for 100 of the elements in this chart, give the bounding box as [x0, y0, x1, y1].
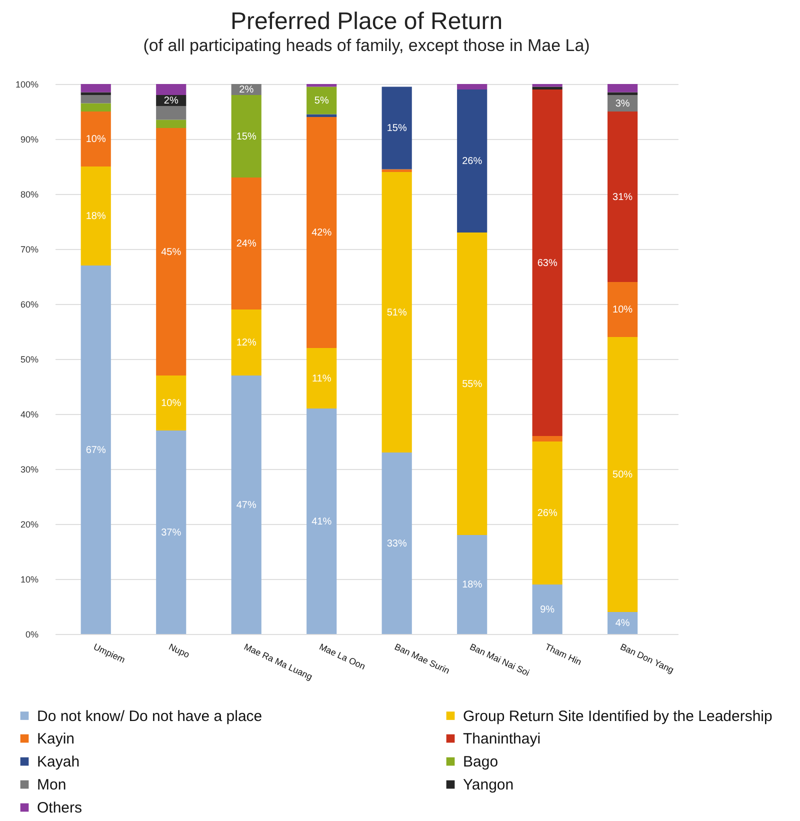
- y-tick-label: 40%: [20, 410, 38, 420]
- bar: [532, 442, 562, 584]
- bar: [608, 337, 638, 612]
- bar: [306, 117, 337, 348]
- data-label: 37%: [161, 527, 182, 538]
- y-tick-label: 60%: [20, 300, 38, 310]
- data-label: 15%: [386, 123, 407, 134]
- data-label: 3%: [615, 98, 630, 110]
- bar: [608, 84, 638, 92]
- y-tick-label: 100%: [15, 80, 38, 90]
- data-label: 18%: [86, 211, 106, 222]
- data-label: 42%: [312, 228, 332, 238]
- y-tick-label: 20%: [20, 520, 38, 530]
- bar: [156, 106, 186, 120]
- data-label: 67%: [86, 444, 106, 456]
- x-tick-label: Tham Hin: [544, 642, 584, 668]
- data-label: 4%: [615, 618, 630, 629]
- data-label: 2%: [239, 84, 254, 96]
- y-tick-label: 90%: [20, 134, 38, 144]
- y-tick-label: 10%: [20, 574, 38, 584]
- data-label: 5%: [314, 96, 329, 106]
- data-label: 55%: [462, 378, 482, 390]
- y-tick-label: 70%: [20, 244, 38, 254]
- bar: [231, 376, 262, 634]
- data-label: 31%: [612, 192, 633, 203]
- data-label: 26%: [462, 156, 482, 167]
- bar: [231, 310, 262, 376]
- x-tick-label: Ban Mai Nai Soi: [468, 642, 531, 678]
- data-label: 26%: [537, 508, 558, 519]
- data-label: 9%: [540, 604, 555, 616]
- x-tick-label: Mae La Oon: [318, 642, 367, 672]
- data-label: 33%: [386, 538, 407, 550]
- bar: [306, 408, 337, 634]
- legend-label: Kayin: [37, 730, 75, 748]
- data-label: 45%: [161, 246, 182, 258]
- bar: [80, 166, 111, 266]
- bar: [306, 84, 337, 87]
- bar: [608, 612, 638, 634]
- bar: [532, 584, 562, 634]
- bar: [156, 430, 186, 634]
- bar: [306, 86, 337, 114]
- bar: [382, 169, 412, 172]
- bar: [382, 86, 412, 170]
- bar: [231, 178, 262, 310]
- data-label: 10%: [86, 134, 106, 145]
- bar: [608, 92, 638, 95]
- bar: [80, 92, 111, 95]
- data-label: 15%: [236, 131, 256, 142]
- bar: [532, 90, 562, 436]
- bar: [382, 452, 412, 634]
- legend-label: Others: [37, 800, 82, 816]
- bar: [80, 84, 111, 92]
- legend-label: Kayah: [37, 754, 80, 770]
- bar: [80, 95, 111, 104]
- data-label: 41%: [312, 516, 332, 528]
- chart-subtitle: (of all participating heads of family, except those in Mae La): [143, 36, 590, 55]
- legend-label: Bago: [463, 754, 498, 770]
- legend-label: Mon: [37, 776, 66, 794]
- chart-title: Preferred Place of Return: [230, 8, 503, 35]
- data-label: 12%: [236, 338, 256, 348]
- bar: [80, 103, 111, 112]
- data-label: 47%: [236, 500, 256, 511]
- data-label: 50%: [612, 470, 633, 480]
- y-tick-label: 30%: [20, 464, 38, 474]
- bar: [608, 282, 638, 337]
- bar: [156, 128, 186, 376]
- bar: [156, 84, 186, 95]
- legend-label: Do not know/ Do not have a place: [37, 708, 262, 725]
- x-tick-label: Ban Mae Surin: [393, 642, 452, 676]
- legend-label: Group Return Site Identified by the Leadership: [463, 708, 772, 725]
- data-label: 2%: [164, 96, 178, 106]
- bar: [382, 172, 412, 452]
- bar: [231, 95, 262, 178]
- legend-label: Thaninthayi: [463, 730, 541, 748]
- bar: [457, 535, 488, 634]
- bar: [156, 376, 186, 430]
- bar: [457, 232, 488, 535]
- y-tick-label: 0%: [25, 630, 38, 640]
- bar: [532, 86, 562, 90]
- data-label: 24%: [236, 238, 256, 250]
- bar: [80, 266, 111, 634]
- bar: [532, 84, 562, 87]
- legend-label: Yangon: [463, 776, 514, 794]
- x-tick-label: Nupo: [167, 642, 192, 660]
- bar: [80, 112, 111, 166]
- bar: [156, 120, 186, 128]
- bar: [306, 348, 337, 408]
- bar: [457, 90, 488, 232]
- y-tick-label: 50%: [20, 354, 38, 364]
- data-label: 18%: [462, 580, 482, 590]
- bar: [532, 436, 562, 442]
- data-label: 10%: [612, 304, 633, 316]
- data-label: 11%: [312, 373, 332, 384]
- bar: [457, 84, 488, 90]
- y-tick-label: 80%: [20, 190, 38, 200]
- bar: [306, 114, 337, 117]
- bar: [608, 112, 638, 282]
- data-label: 10%: [161, 398, 182, 409]
- data-label: 63%: [537, 258, 558, 269]
- data-label: 51%: [386, 307, 407, 318]
